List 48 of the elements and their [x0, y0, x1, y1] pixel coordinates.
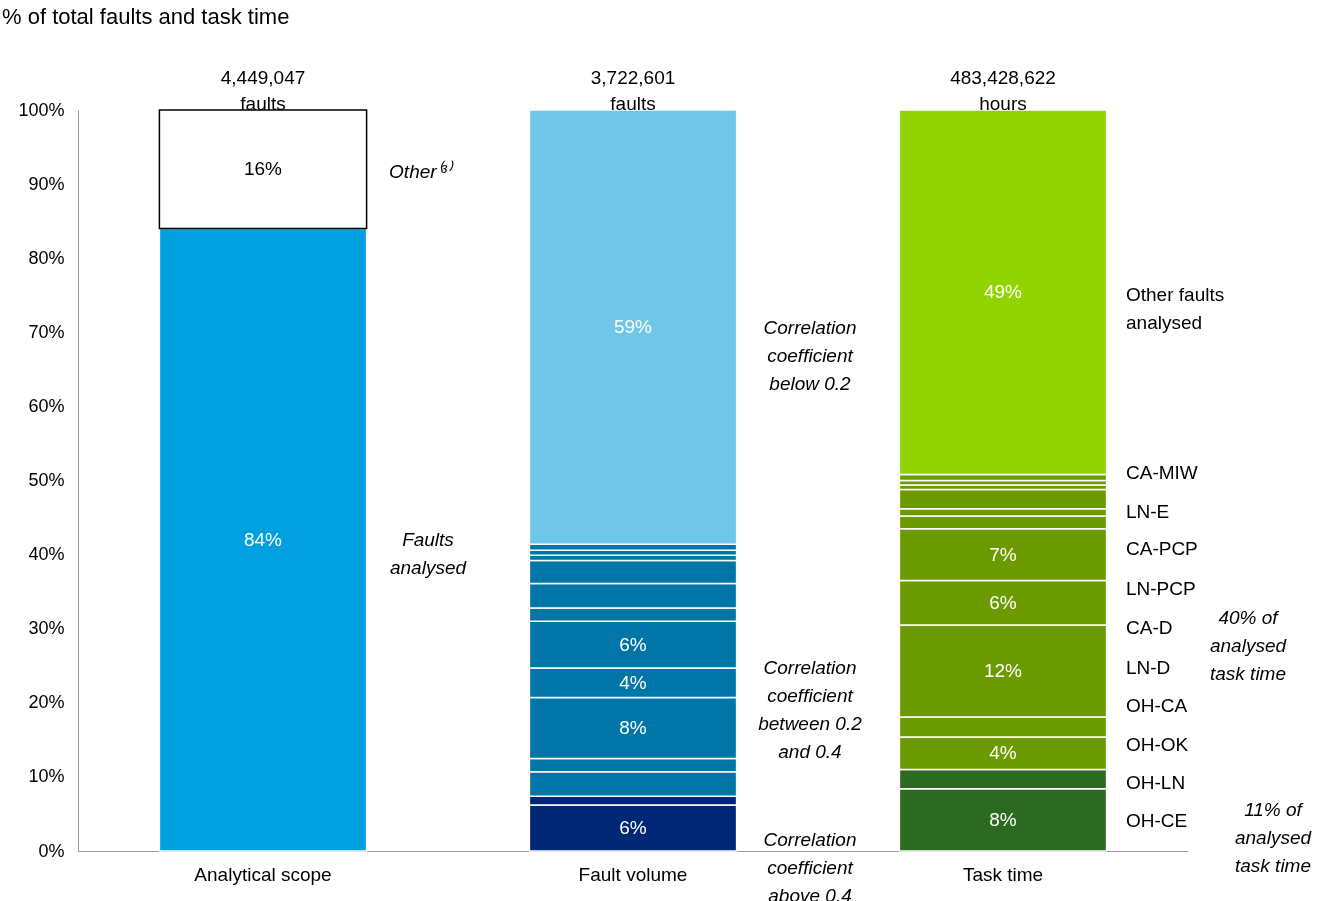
annotation: Other faults analysed	[1126, 284, 1225, 333]
annotation: LN-E	[1126, 501, 1170, 522]
data-label: 6%	[619, 633, 647, 655]
annotation: OH-CE	[1126, 810, 1188, 831]
annotation: OH-OK	[1126, 734, 1189, 755]
text: 40% of analysed task time	[1209, 607, 1288, 684]
y-tick-label: 10%	[28, 766, 65, 787]
annotation: Correlation coefficient between 0.2 and 0.4	[758, 657, 863, 762]
chart-title: % of total faults and task time	[2, 4, 290, 29]
annotation: 3,722,601 faults	[590, 67, 676, 114]
x-tick-label: Analytical scope	[194, 863, 332, 885]
y-tick-label: 20%	[28, 692, 65, 713]
annotation: OH-LN	[1126, 772, 1186, 793]
data-label: 7%	[989, 543, 1017, 565]
y-tick-label: 90%	[28, 173, 65, 194]
x-tick-label: Fault volume	[578, 863, 688, 885]
data-label: 59%	[613, 316, 653, 338]
data-label: 6%	[989, 591, 1017, 613]
data-label: 8%	[619, 716, 647, 738]
data-label: 4%	[989, 742, 1017, 764]
data-label: 49%	[983, 281, 1023, 303]
annotation: LN-D	[1126, 657, 1171, 678]
data-label: 12%	[983, 659, 1023, 681]
y-tick-label: 0%	[38, 840, 65, 861]
annotation: Other⁽³⁾	[389, 160, 454, 182]
annotation: LN-PCP	[1126, 578, 1196, 599]
annotation: 483,428,622 hours	[950, 67, 1056, 114]
data-label: 84%	[243, 528, 283, 550]
annotation: OH-CA	[1126, 695, 1188, 716]
y-tick-label: 80%	[28, 247, 65, 268]
data-label: 16%	[243, 158, 283, 180]
annotation: CA-PCP	[1126, 538, 1198, 559]
annotation: 4,449,047 faults	[220, 67, 306, 114]
y-tick-label: 100%	[18, 99, 65, 120]
y-tick-label: 40%	[28, 544, 65, 565]
annotation: CA-D	[1126, 617, 1173, 638]
data-label: 6%	[619, 817, 647, 839]
annotation: Correlation coefficient below 0.2	[763, 317, 857, 394]
text: 11% of analysed task time	[1234, 799, 1313, 876]
x-tick-label: Task time	[962, 863, 1044, 885]
annotation: CA-MIW	[1126, 462, 1198, 483]
y-tick-label: 70%	[28, 321, 65, 342]
data-label: 8%	[989, 808, 1017, 830]
y-tick-label: 30%	[28, 618, 65, 639]
y-tick-label: 60%	[28, 395, 65, 416]
data-label: 4%	[619, 671, 647, 693]
y-tick-label: 50%	[28, 470, 65, 490]
annotation: Faults analysed	[389, 529, 468, 578]
